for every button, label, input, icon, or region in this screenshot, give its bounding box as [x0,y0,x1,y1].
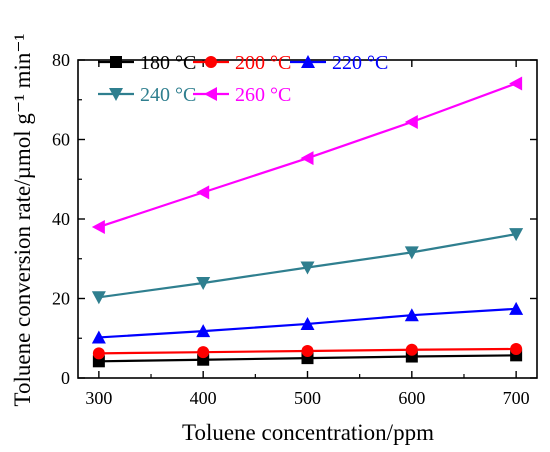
series-layer [91,76,524,368]
legend-item: 180 °C [98,52,196,74]
plot-border [77,59,538,379]
legend-label: 260 °C [235,84,291,106]
data-point [404,246,419,260]
plot-frame [77,59,538,379]
x-tick-label: 300 [85,388,112,408]
data-point [300,316,315,330]
legend-label: 180 °C [140,52,196,74]
x-tick-label: 400 [190,388,217,408]
series [91,301,524,344]
legend-label: 200 °C [235,52,291,74]
legend: 180 °C 200 °C 220 °C 240 °C 260 °C [98,52,388,106]
legend-item: 240 °C [98,84,196,106]
data-point [300,261,315,275]
data-point [196,276,211,290]
x-tick-label: 700 [503,388,530,408]
y-axis-label: Toluene conversion rate/µmol g⁻¹ min⁻¹ [10,33,35,406]
legend-marker [110,56,122,68]
data-point [404,308,419,322]
data-point [197,346,210,359]
y-axis-ticks: 0 20 40 60 80 [52,50,537,388]
data-point [509,76,523,91]
x-axis-ticks: 300 400 500 600 700 [85,60,530,408]
x-axis-label: Toluene concentration/ppm [182,420,434,445]
data-point [301,344,314,357]
legend-item: 220 °C [290,52,388,74]
legend-marker [301,55,315,68]
series [92,342,523,360]
legend-marker [205,56,217,68]
data-point [509,301,524,315]
legend-marker [204,87,217,101]
data-point [509,228,524,242]
y-tick-label: 40 [52,209,70,229]
y-tick-label: 60 [52,130,70,150]
data-point [300,151,314,166]
x-tick-label: 500 [294,388,321,408]
series [91,228,524,305]
y-tick-label: 0 [61,368,70,388]
y-tick-label: 80 [52,50,70,70]
data-point [91,291,106,305]
data-point [92,347,105,360]
data-point [405,343,418,356]
data-point [196,324,211,338]
x-tick-label: 600 [398,388,425,408]
data-point [91,219,105,234]
legend-item: 260 °C [193,84,291,106]
data-point [510,342,523,355]
series [91,76,523,234]
data-point [91,330,106,344]
legend-item: 200 °C [193,52,291,74]
legend-marker [109,88,123,101]
data-point [404,115,418,130]
data-point [196,185,210,200]
legend-label: 240 °C [140,84,196,106]
legend-label: 220 °C [332,52,388,74]
y-tick-label: 20 [52,289,70,309]
